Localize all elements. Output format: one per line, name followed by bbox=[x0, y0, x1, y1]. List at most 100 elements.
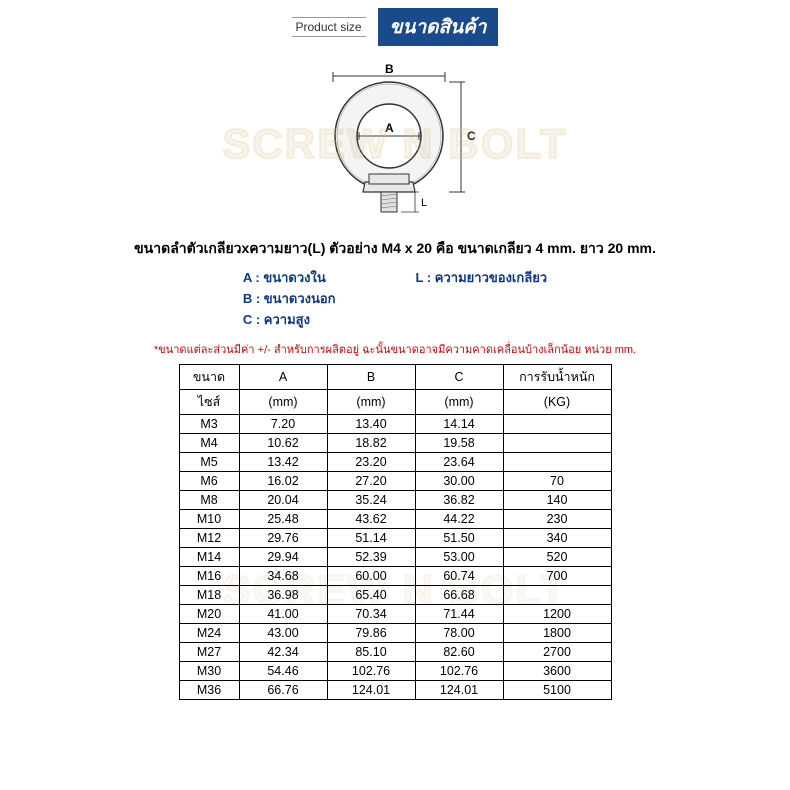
cell-b: 18.82 bbox=[327, 434, 415, 453]
cell-c: 60.74 bbox=[415, 567, 503, 586]
cell-c: 23.64 bbox=[415, 453, 503, 472]
table-row: M513.4223.2023.64 bbox=[179, 453, 611, 472]
cell-size: M30 bbox=[179, 662, 239, 681]
cell-a: 54.46 bbox=[239, 662, 327, 681]
cell-b: 51.14 bbox=[327, 529, 415, 548]
cell-size: M27 bbox=[179, 643, 239, 662]
cell-b: 35.24 bbox=[327, 491, 415, 510]
cell-kg: 140 bbox=[503, 491, 611, 510]
cell-kg: 70 bbox=[503, 472, 611, 491]
cell-b: 85.10 bbox=[327, 643, 415, 662]
legend-col-left: A : ขนาดวงใน B : ขนาดวงนอก C : ความสูง bbox=[243, 268, 336, 330]
table-row: M1836.9865.4066.68 bbox=[179, 586, 611, 605]
cell-a: 16.02 bbox=[239, 472, 327, 491]
table-row: M37.2013.4014.14 bbox=[179, 415, 611, 434]
table-row: M616.0227.2030.0070 bbox=[179, 472, 611, 491]
cell-kg: 340 bbox=[503, 529, 611, 548]
cell-c: 102.76 bbox=[415, 662, 503, 681]
cell-kg: 3600 bbox=[503, 662, 611, 681]
cell-a: 43.00 bbox=[239, 624, 327, 643]
th-a-unit: (mm) bbox=[239, 390, 327, 415]
th-size2: ไซส์ bbox=[179, 390, 239, 415]
cell-a: 42.34 bbox=[239, 643, 327, 662]
table-row: M1229.7651.1451.50340 bbox=[179, 529, 611, 548]
th-a: A bbox=[239, 365, 327, 390]
cell-size: M24 bbox=[179, 624, 239, 643]
cell-size: M3 bbox=[179, 415, 239, 434]
legend: A : ขนาดวงใน B : ขนาดวงนอก C : ความสูง L… bbox=[0, 268, 790, 330]
th-b-unit: (mm) bbox=[327, 390, 415, 415]
product-size-th: ขนาดสินค้า bbox=[378, 8, 499, 46]
cell-c: 78.00 bbox=[415, 624, 503, 643]
th-c: C bbox=[415, 365, 503, 390]
cell-b: 79.86 bbox=[327, 624, 415, 643]
product-size-en: Product size bbox=[292, 17, 366, 37]
diagram-label-a: A bbox=[385, 121, 394, 135]
legend-a: A : ขนาดวงใน bbox=[243, 268, 336, 289]
note-text: *ขนาดแต่ละส่วนมีค่า +/- สำหรับการผลิตอยู… bbox=[0, 340, 790, 358]
cell-kg bbox=[503, 415, 611, 434]
cell-size: M6 bbox=[179, 472, 239, 491]
table-row: M2443.0079.8678.001800 bbox=[179, 624, 611, 643]
cell-a: 41.00 bbox=[239, 605, 327, 624]
cell-c: 19.58 bbox=[415, 434, 503, 453]
cell-b: 27.20 bbox=[327, 472, 415, 491]
cell-a: 66.76 bbox=[239, 681, 327, 700]
cell-kg: 5100 bbox=[503, 681, 611, 700]
legend-col-right: L : ความยาวของเกลียว bbox=[416, 268, 548, 330]
cell-c: 66.68 bbox=[415, 586, 503, 605]
cell-size: M16 bbox=[179, 567, 239, 586]
th-b: B bbox=[327, 365, 415, 390]
table-row: M2041.0070.3471.441200 bbox=[179, 605, 611, 624]
legend-c: C : ความสูง bbox=[243, 310, 336, 331]
legend-b: B : ขนาดวงนอก bbox=[243, 289, 336, 310]
table-row: M1429.9452.3953.00520 bbox=[179, 548, 611, 567]
cell-size: M5 bbox=[179, 453, 239, 472]
cell-a: 36.98 bbox=[239, 586, 327, 605]
cell-kg: 1800 bbox=[503, 624, 611, 643]
table-row: M1025.4843.6244.22230 bbox=[179, 510, 611, 529]
cell-kg: 2700 bbox=[503, 643, 611, 662]
cell-c: 30.00 bbox=[415, 472, 503, 491]
cell-size: M12 bbox=[179, 529, 239, 548]
diagram-label-b: B bbox=[385, 64, 394, 76]
cell-kg: 1200 bbox=[503, 605, 611, 624]
table-head: ขนาด A B C การรับน้ำหนัก ไซส์ (mm) (mm) … bbox=[179, 365, 611, 415]
diagram-label-l: L bbox=[421, 197, 427, 209]
table-row: M3666.76124.01124.015100 bbox=[179, 681, 611, 700]
diagram-label-c: C bbox=[467, 129, 476, 143]
cell-a: 34.68 bbox=[239, 567, 327, 586]
cell-a: 25.48 bbox=[239, 510, 327, 529]
cell-kg: 230 bbox=[503, 510, 611, 529]
cell-kg bbox=[503, 453, 611, 472]
cell-a: 10.62 bbox=[239, 434, 327, 453]
cell-a: 29.76 bbox=[239, 529, 327, 548]
cell-size: M10 bbox=[179, 510, 239, 529]
header: Product size ขนาดสินค้า bbox=[0, 0, 790, 46]
cell-c: 51.50 bbox=[415, 529, 503, 548]
cell-kg: 520 bbox=[503, 548, 611, 567]
table-row: M410.6218.8219.58 bbox=[179, 434, 611, 453]
th-size1: ขนาด bbox=[179, 365, 239, 390]
cell-b: 52.39 bbox=[327, 548, 415, 567]
cell-c: 14.14 bbox=[415, 415, 503, 434]
th-load-unit: (KG) bbox=[503, 390, 611, 415]
cell-size: M8 bbox=[179, 491, 239, 510]
cell-c: 124.01 bbox=[415, 681, 503, 700]
cell-b: 13.40 bbox=[327, 415, 415, 434]
cell-kg bbox=[503, 434, 611, 453]
table-row: M2742.3485.1082.602700 bbox=[179, 643, 611, 662]
cell-c: 44.22 bbox=[415, 510, 503, 529]
th-c-unit: (mm) bbox=[415, 390, 503, 415]
cell-size: M20 bbox=[179, 605, 239, 624]
cell-b: 65.40 bbox=[327, 586, 415, 605]
cell-b: 60.00 bbox=[327, 567, 415, 586]
cell-c: 82.60 bbox=[415, 643, 503, 662]
cell-b: 23.20 bbox=[327, 453, 415, 472]
table-row: M820.0435.2436.82140 bbox=[179, 491, 611, 510]
table-row: M1634.6860.0060.74700 bbox=[179, 567, 611, 586]
description-line: ขนาดลำตัวเกลียวxความยาว(L) ตัวอย่าง M4 x… bbox=[0, 238, 790, 260]
cell-b: 124.01 bbox=[327, 681, 415, 700]
cell-a: 20.04 bbox=[239, 491, 327, 510]
table-row: M3054.46102.76102.763600 bbox=[179, 662, 611, 681]
